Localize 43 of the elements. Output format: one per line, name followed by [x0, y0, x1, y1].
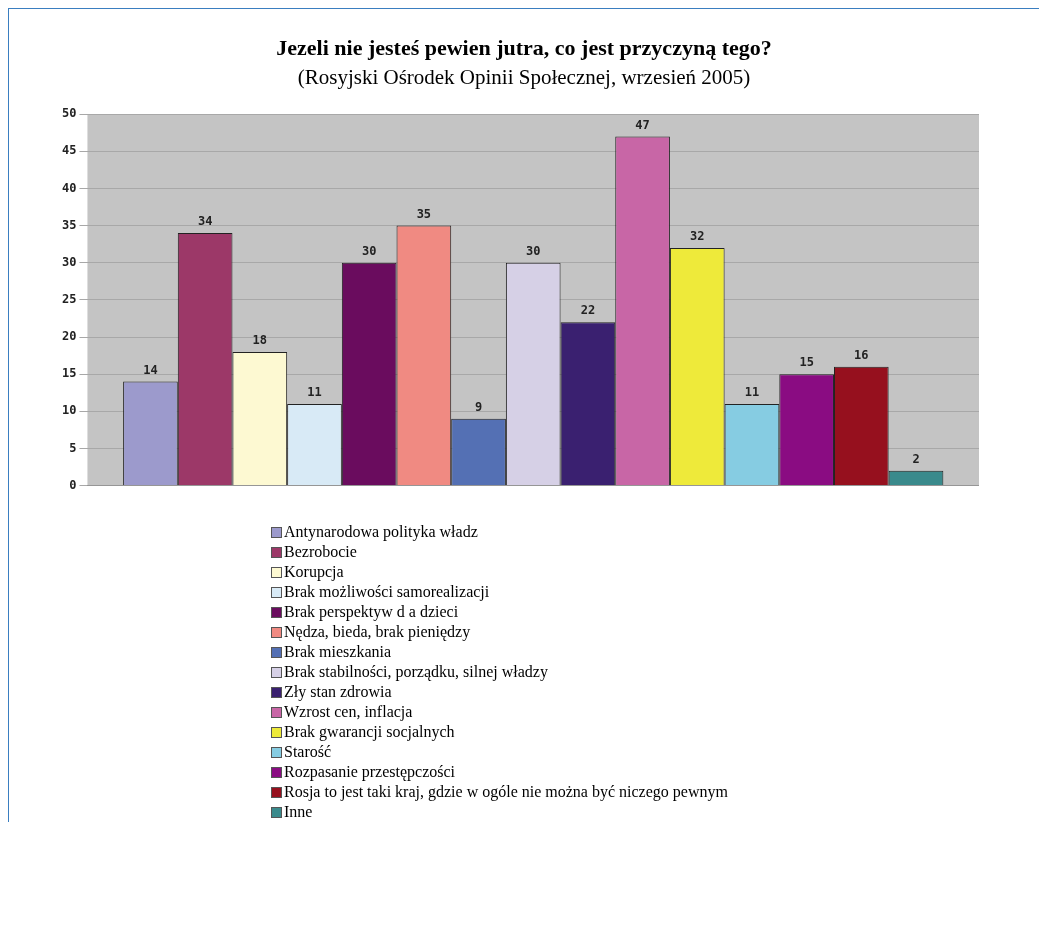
legend-label: Brak możliwości samorealizacji [284, 582, 490, 602]
y-tick-label: 20 [62, 329, 77, 344]
data-label: 11 [744, 385, 760, 400]
legend-label: Rosja to jest taki kraj, gdzie w ogóle nie można być niczego pewnym [284, 782, 728, 802]
y-tick-label: 35 [62, 217, 77, 232]
legend-label: Bezrobocie [284, 542, 357, 562]
y-tick-label: 0 [69, 477, 77, 492]
data-label: 9 [474, 399, 483, 414]
data-label: 18 [252, 333, 268, 348]
y-tick-label: 50 [62, 106, 77, 121]
legend-label: Inne [284, 802, 313, 822]
y-tick-label: 25 [62, 292, 77, 307]
legend-label: Korupcja [284, 562, 344, 582]
chart-title: Jezeli nie jesteś pewien jutra, co jest przyczyną tego? [275, 35, 773, 61]
data-label: 30 [361, 243, 377, 258]
data-label: 2 [912, 451, 920, 466]
data-label: 30 [526, 243, 541, 258]
legend-label: Brak mieszkania [284, 642, 392, 662]
legend-label: Brak gwarancji socjalnych [284, 722, 455, 742]
data-label: 16 [854, 347, 869, 362]
chart-subtitle: (Rosyjski Ośrodek Opinii Społecznej, wrzesień 2005) [296, 65, 752, 90]
legend-label: Brak stabilności, porządku, silnej władzy [284, 662, 548, 682]
y-tick-label: 5 [69, 440, 77, 455]
legend-label: Wzrost cen, inflacja [284, 702, 413, 722]
legend-label: Rozpasanie przestępczości [284, 762, 456, 782]
legend-label: Zły stan zdrowia [284, 682, 392, 702]
data-label: 34 [197, 214, 213, 229]
data-label: 15 [799, 355, 814, 370]
y-tick-label: 45 [62, 143, 77, 158]
data-label: 14 [143, 362, 158, 377]
data-label: 35 [416, 206, 432, 221]
legend-label: Nędza, bieda, brak pieniędzy [284, 622, 471, 642]
legend-label: Starość [284, 742, 332, 762]
data-label: 47 [635, 117, 650, 132]
legend-label: Brak perspektyw d a dzieci [284, 602, 459, 622]
data-label: 22 [580, 303, 596, 318]
data-label: 11 [307, 385, 322, 400]
y-tick-label: 10 [62, 403, 77, 418]
data-label: 32 [690, 229, 705, 244]
y-tick-label: 30 [62, 254, 77, 269]
y-tick-label: 40 [62, 180, 77, 195]
y-tick-label: 15 [62, 366, 77, 381]
legend-label: Antynarodowa polityka władz [284, 522, 478, 542]
